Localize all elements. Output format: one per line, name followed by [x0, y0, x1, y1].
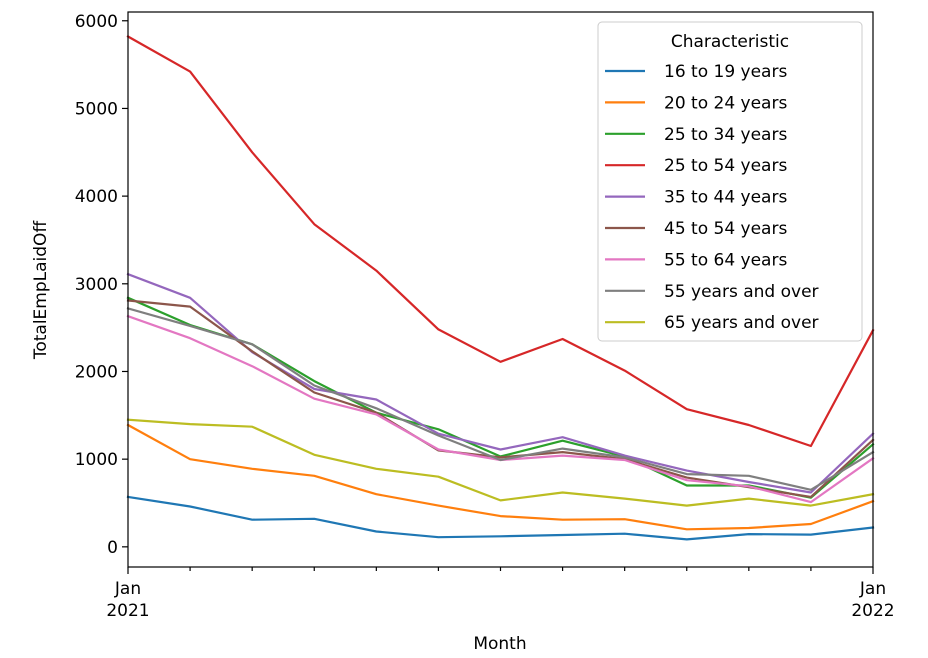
- legend-label: 65 years and over: [664, 313, 819, 333]
- legend-label: 25 to 34 years: [664, 125, 787, 145]
- y-tick-label: 2000: [75, 362, 118, 382]
- legend-label: 45 to 54 years: [664, 219, 787, 239]
- x-tick-month: Jan: [859, 579, 886, 599]
- series-line-4: [126, 35, 875, 448]
- legend-box: [597, 21, 863, 342]
- y-tick-label: 0: [107, 538, 118, 558]
- x-tick-label: Jan 2021: [106, 579, 149, 621]
- legend-label: 55 to 64 years: [664, 250, 787, 270]
- x-tick-label: Jan 2022: [851, 579, 894, 621]
- series-line-8: [126, 307, 875, 491]
- series-line-9: [126, 418, 875, 507]
- y-tick-label: 6000: [75, 12, 118, 32]
- x-axis-title: Month: [473, 634, 526, 654]
- y-axis-title: TotalEmpLaidOff: [31, 220, 51, 361]
- y-tick-label: 3000: [75, 275, 118, 295]
- x-tick-year: 2022: [851, 601, 894, 621]
- legend-title: Characteristic: [671, 32, 789, 52]
- series-line-2: [126, 423, 875, 531]
- legend-label: 16 to 19 years: [664, 62, 787, 82]
- legend-label: 55 years and over: [664, 282, 819, 302]
- legend-label: 20 to 24 years: [664, 93, 787, 113]
- y-tick-label: 1000: [75, 450, 118, 470]
- series-line-7: [126, 314, 875, 504]
- y-tick-label: 4000: [75, 187, 118, 207]
- legend-label: 25 to 54 years: [664, 156, 787, 176]
- legend: Characteristic 16 to 19 years 20 to 24 ye…: [597, 21, 863, 342]
- series-line-1: [126, 495, 875, 541]
- x-tick-month: Jan: [114, 579, 141, 599]
- x-tick-year: 2021: [106, 601, 149, 621]
- legend-label: 35 to 44 years: [664, 188, 787, 208]
- y-tick-label: 5000: [75, 99, 118, 119]
